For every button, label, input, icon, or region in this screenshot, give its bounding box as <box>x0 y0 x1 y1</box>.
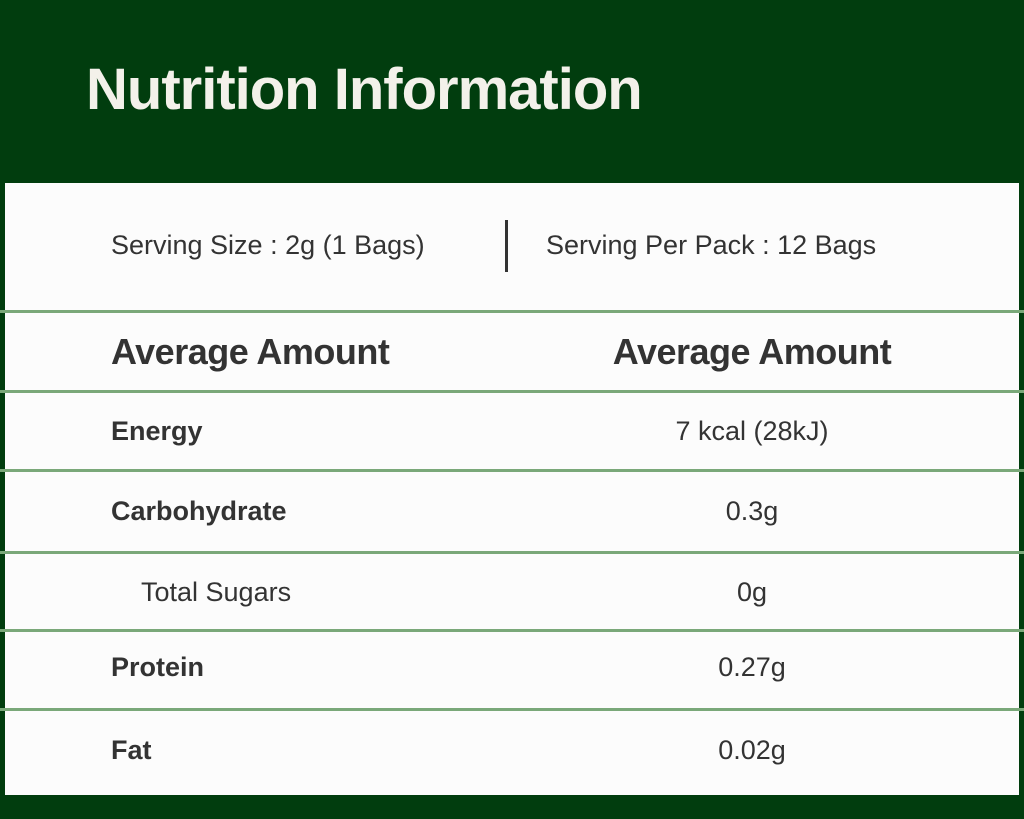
serving-per-pack: Serving Per Pack : 12 Bags <box>546 230 877 260</box>
divider <box>0 390 1024 393</box>
row-label-fat: Fat <box>111 735 152 765</box>
row-value-total-sugars: 0g <box>736 577 768 607</box>
row-label-energy: Energy <box>111 416 203 446</box>
row-value-fat: 0.02g <box>718 735 786 765</box>
header-left: Average Amount <box>111 331 390 372</box>
divider <box>0 629 1024 632</box>
row-label-total-sugars: Total Sugars <box>141 577 292 607</box>
row-label-protein: Protein <box>111 652 205 682</box>
vertical-divider <box>505 220 508 272</box>
page-title: Nutrition Information <box>86 57 643 122</box>
divider <box>0 708 1024 711</box>
divider <box>0 469 1024 472</box>
row-value-energy: 7 kcal (28kJ) <box>675 416 829 446</box>
divider <box>0 551 1024 554</box>
nutrition-card <box>5 183 1019 795</box>
serving-size: Serving Size : 2g (1 Bags) <box>111 230 425 260</box>
row-label-carbohydrate: Carbohydrate <box>111 496 287 526</box>
row-value-carbohydrate: 0.3g <box>725 496 779 526</box>
row-value-protein: 0.27g <box>718 652 786 682</box>
header-right: Average Amount <box>612 331 892 372</box>
divider <box>0 310 1024 313</box>
